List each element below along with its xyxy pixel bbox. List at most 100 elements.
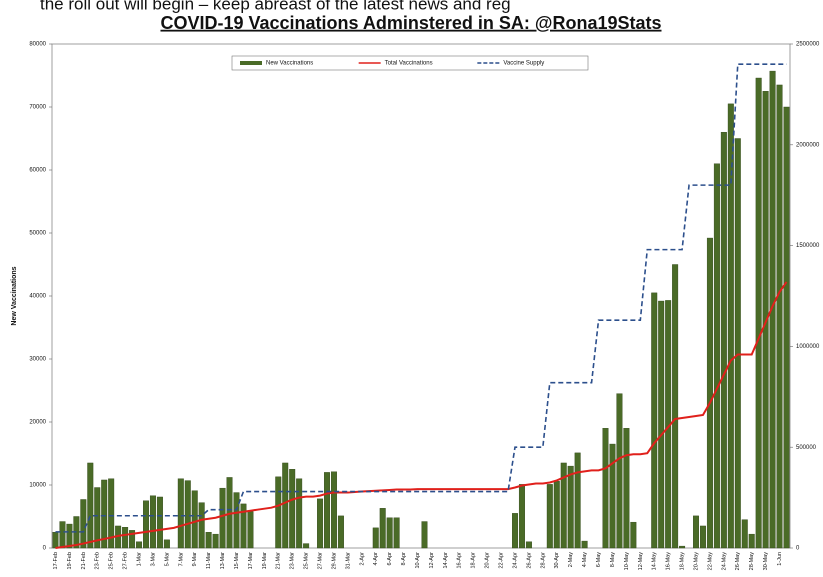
bar: [693, 515, 699, 549]
bar: [720, 131, 727, 549]
bar: [66, 523, 73, 549]
bar: [289, 469, 296, 549]
y-tick-label: 60000: [29, 168, 46, 174]
x-tick-label: 16-Apr: [457, 552, 463, 569]
y-tick-label: 70000: [29, 105, 46, 111]
x-tick-label: 28-Apr: [540, 552, 546, 569]
bar: [518, 484, 525, 549]
dashed-line: [55, 63, 787, 533]
x-tick-label: 4-May: [582, 552, 588, 568]
bar: [762, 91, 769, 549]
x-tick-label: 31-Mar: [345, 552, 351, 570]
chart-title: COVID-19 Vaccinations Adminstered in SA:…: [160, 13, 661, 33]
bar: [122, 527, 129, 549]
bar: [386, 517, 393, 549]
x-tick-label: 7-Mar: [178, 552, 184, 567]
bar: [330, 471, 337, 549]
x-tick-label: 30-Apr: [554, 552, 560, 569]
bar: [755, 77, 762, 549]
x-tick-label: 24-May: [721, 552, 727, 571]
x-tick-label: 21-Feb: [81, 552, 87, 569]
bar: [623, 428, 630, 549]
y-tick-label: 20000: [29, 420, 46, 426]
x-tick-label: 11-Mar: [206, 552, 212, 569]
line: [55, 281, 788, 549]
x-tick-label: 12-Apr: [429, 552, 435, 569]
x-tick-label: 3-Mar: [150, 552, 156, 567]
cropped-page-text: the roll out will begin – keep abreast o…: [40, 0, 511, 13]
bar: [706, 237, 713, 549]
plot-frame: [51, 43, 791, 549]
y2-tick-label: 1500000: [796, 243, 820, 249]
x-tick-label: 8-Apr: [401, 552, 407, 566]
bar: [679, 545, 686, 549]
bar: [379, 508, 386, 549]
x-tick-label: 10-Apr: [415, 552, 421, 569]
x-tick-label: 17-Mar: [248, 552, 254, 570]
x-tick-label: 29-Mar: [331, 552, 337, 570]
bar: [713, 163, 720, 549]
bar: [324, 472, 330, 549]
x-tick-label: 19-Mar: [262, 552, 268, 570]
y-tick-label: 40000: [29, 294, 46, 300]
y-tick-label: 80000: [29, 42, 46, 48]
bar: [616, 393, 623, 549]
bar: [525, 541, 532, 549]
bar: [317, 498, 324, 549]
bar: [512, 513, 518, 549]
x-tick-label: 12-May: [638, 552, 644, 571]
y2-tick-label: 500000: [796, 445, 817, 451]
x-tick-label: 23-Mar: [290, 552, 296, 570]
bar: [80, 499, 87, 549]
bar: [233, 492, 240, 549]
bar: [149, 495, 156, 549]
bar: [741, 519, 748, 549]
x-tick-label: 22-Apr: [499, 552, 505, 569]
bar: [247, 511, 254, 549]
bar: [672, 264, 679, 549]
bar: [156, 496, 163, 549]
legend-swatch: [240, 61, 262, 65]
x-tick-label: 24-Apr: [512, 552, 518, 569]
x-tick-label: 6-May: [596, 552, 602, 568]
y-tick-label: 30000: [29, 357, 46, 363]
bar: [205, 532, 212, 549]
x-tick-label: 14-Apr: [443, 552, 449, 569]
y2-tick-label: 1000000: [796, 344, 820, 350]
x-tick-label: 2-Apr: [359, 552, 365, 566]
x-tick-label: 25-Feb: [109, 552, 115, 569]
legend-box: [231, 55, 589, 71]
bar: [101, 479, 108, 549]
x-tick-label: 16-May: [666, 552, 672, 571]
bar: [337, 515, 344, 549]
bar: [560, 462, 567, 549]
x-tick-label: 1-Mar: [136, 552, 142, 567]
y2-tick-label: 0: [796, 546, 800, 552]
x-tick-label: 26-Apr: [526, 552, 532, 569]
bar: [303, 543, 310, 549]
bar: [421, 521, 428, 549]
x-tick-label: 6-Apr: [387, 552, 393, 566]
x-tick-label: 19-Feb: [67, 552, 73, 569]
x-tick-label: 2-May: [568, 552, 574, 568]
x-tick-label: 8-May: [610, 552, 616, 568]
bar: [296, 478, 303, 549]
bar: [177, 478, 184, 549]
bar: [748, 533, 755, 549]
x-tick-label: 5-Mar: [164, 552, 170, 567]
x-tick-label: 20-May: [693, 552, 699, 571]
x-tick-label: 28-May: [749, 552, 755, 571]
x-tick-label: 22-May: [707, 552, 713, 571]
x-tick-label: 23-Feb: [95, 552, 101, 569]
bar: [651, 292, 658, 549]
bar: [94, 487, 101, 549]
x-tick-label: 20-Apr: [485, 552, 491, 569]
bar: [275, 476, 282, 549]
x-tick-label: 26-May: [735, 552, 741, 571]
bar: [282, 462, 289, 549]
bar: [163, 539, 170, 549]
legend-label: Total Vaccinations: [385, 61, 433, 67]
bar: [658, 300, 665, 549]
